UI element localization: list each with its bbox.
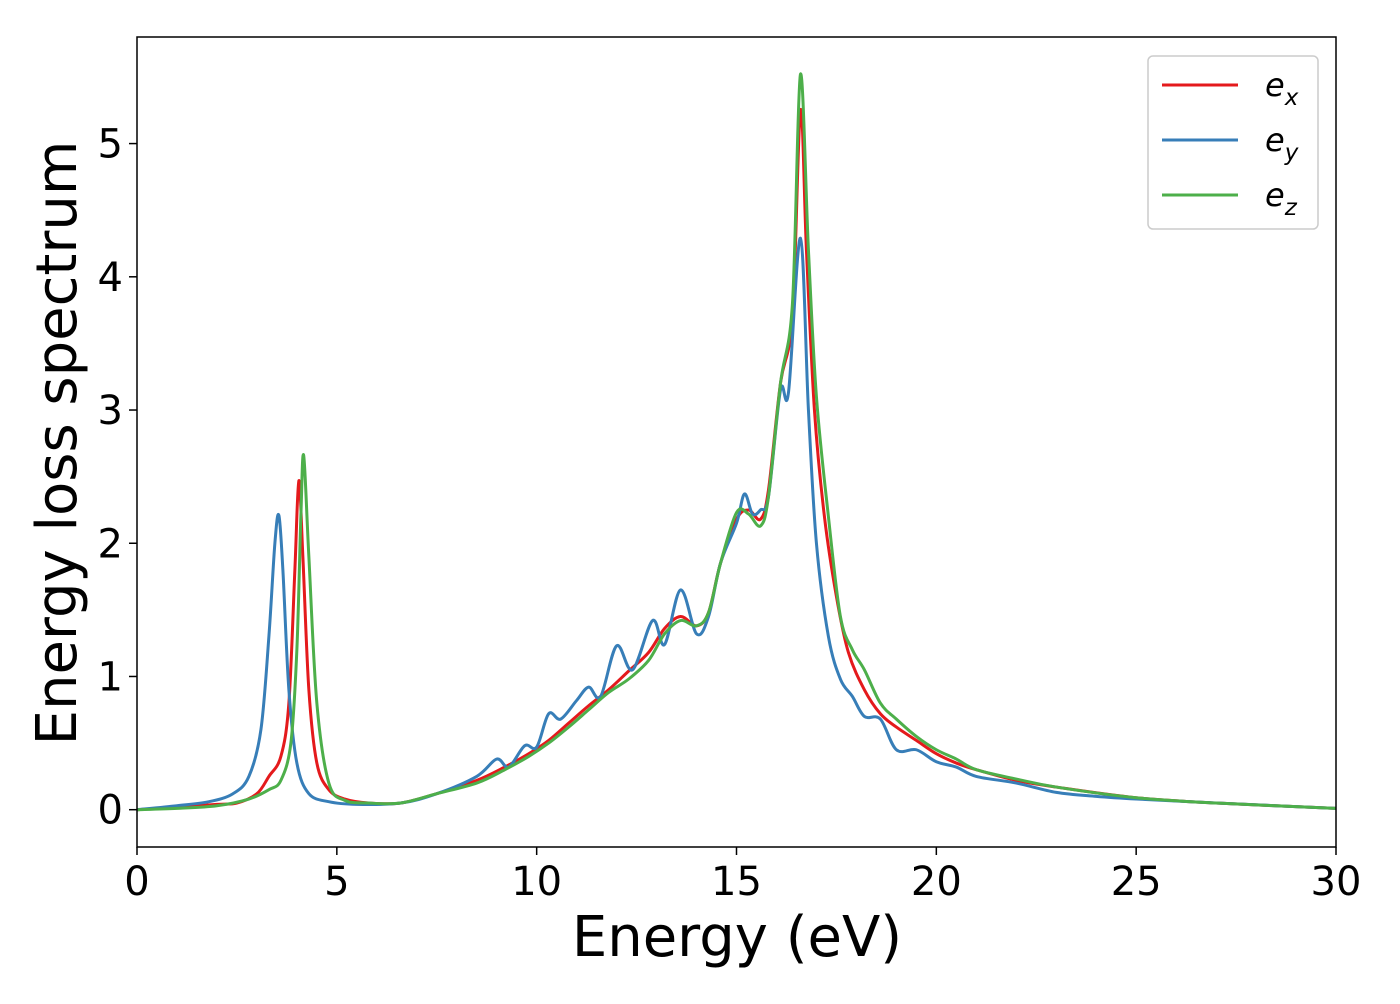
x-tick-label: 15 <box>711 859 762 905</box>
axes: 0 5 10 15 20 25 30 0 1 2 3 4 5 <box>98 36 1362 905</box>
x-tick-label: 10 <box>511 859 562 905</box>
y-axis-title: Energy loss spectrum <box>25 141 90 746</box>
y-tick-label: 5 <box>98 122 123 168</box>
plot-area <box>137 72 1336 812</box>
series-line-y <box>137 236 1336 812</box>
y-tick-label: 2 <box>98 521 123 567</box>
y-tick-label: 3 <box>98 388 123 434</box>
y-tick-label: 4 <box>98 255 123 301</box>
x-tick-label: 25 <box>1111 859 1162 905</box>
y-tick-label: 1 <box>98 654 123 700</box>
legend-label-x: ex <box>1265 66 1299 111</box>
x-tick-label: 30 <box>1311 859 1362 905</box>
series-line-z <box>137 72 1336 812</box>
x-tick-label: 5 <box>324 859 349 905</box>
y-tick-label: 0 <box>98 788 123 834</box>
series-line-x <box>137 108 1336 812</box>
x-tick-label: 0 <box>124 859 149 905</box>
x-axis-title: Energy (eV) <box>572 905 902 970</box>
x-tick-label: 20 <box>911 859 962 905</box>
legend-box <box>1147 55 1319 230</box>
